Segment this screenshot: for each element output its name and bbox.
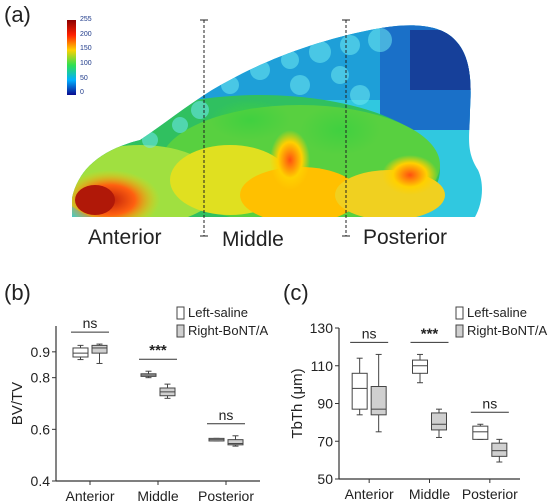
- significance-label-middle: ***: [149, 342, 167, 359]
- box-posterior-left-saline: [208, 437, 225, 442]
- region-label-posterior: Posterior: [363, 226, 448, 249]
- panel-b-label: (b): [4, 280, 31, 305]
- iqr-box: [351, 372, 368, 410]
- box-anterior-left-saline: [72, 344, 89, 361]
- y-tick-label-2: 90: [317, 396, 333, 412]
- legend-label-1: Right-BoNT/A: [467, 323, 548, 338]
- y-tick-label-0: 50: [317, 471, 333, 487]
- tbth-box-chart: 50 70 90 110 130 TbTh (μm) Anterior ns Middle ***…: [289, 305, 548, 501]
- panel-a-label: (a): [4, 2, 31, 27]
- micro-ct-heatmap: [67, 19, 482, 237]
- iqr-box: [412, 359, 428, 374]
- bv-tv-box-chart: 0.4 0.6 0.8 0.9 BV/TV Anterior ns Middle *** Post…: [9, 305, 269, 501]
- y-tick-label-1: 0.6: [31, 421, 51, 437]
- significance-label-posterior: ns: [219, 407, 234, 423]
- box-middle-left-saline: [412, 353, 428, 384]
- iqr-box: [472, 425, 489, 440]
- x-tick-label-anterior: Anterior: [65, 488, 114, 501]
- legend-swatch-1: [176, 324, 185, 338]
- y-tick-label-0: 0.4: [31, 473, 51, 489]
- colorbar-tick-50: 50: [80, 75, 88, 82]
- significance-label-middle: ***: [421, 325, 439, 342]
- x-tick-label-middle: Middle: [137, 488, 178, 501]
- colorbar: [67, 20, 76, 95]
- y-tick-label-3: 0.9: [31, 344, 51, 360]
- y-tick-label-4: 130: [310, 320, 334, 336]
- colorbar-tick-255: 255: [80, 16, 92, 23]
- box-middle-right-bonta: [159, 383, 176, 399]
- box-anterior-right-bonta: [91, 343, 108, 364]
- legend-swatch-0: [455, 306, 464, 320]
- region-label-middle: Middle: [222, 228, 284, 251]
- significance-label-anterior: ns: [83, 315, 98, 331]
- iqr-box: [227, 439, 244, 446]
- iqr-box: [431, 412, 447, 431]
- box-posterior-right-bonta: [227, 435, 244, 447]
- x-tick-label-anterior: Anterior: [345, 486, 394, 501]
- region-label-anterior: Anterior: [88, 226, 162, 249]
- iqr-box: [491, 442, 508, 457]
- panel-c-label: (c): [283, 280, 309, 305]
- legend-label-0: Left-saline: [188, 305, 248, 320]
- x-tick-label-posterior: Posterior: [462, 486, 518, 501]
- box-posterior-left-saline: [472, 423, 489, 440]
- y-tick-label-1: 70: [317, 433, 333, 449]
- y-tick-label-2: 0.8: [31, 370, 51, 386]
- box-anterior-left-saline: [351, 357, 368, 416]
- box-posterior-right-bonta: [491, 438, 508, 463]
- x-tick-label-middle: Middle: [409, 486, 450, 501]
- colorbar-tick-150: 150: [80, 45, 92, 52]
- colorbar-tick-200: 200: [80, 31, 92, 38]
- legend-label-0: Left-saline: [467, 305, 527, 320]
- y-tick-label-3: 110: [311, 358, 334, 374]
- significance-label-posterior: ns: [482, 395, 497, 411]
- significance-label-anterior: ns: [362, 325, 377, 341]
- x-tick-label-posterior: Posterior: [198, 488, 254, 501]
- colorbar-tick-100: 100: [80, 60, 92, 67]
- box-middle-left-saline: [140, 370, 157, 379]
- legend-swatch-1: [455, 324, 464, 338]
- box-middle-right-bonta: [431, 408, 447, 438]
- legend-swatch-0: [176, 306, 185, 320]
- legend-label-1: Right-BoNT/A: [188, 323, 269, 338]
- box-anterior-right-bonta: [370, 353, 387, 433]
- iqr-box: [91, 344, 108, 354]
- iqr-box: [370, 386, 387, 416]
- colorbar-tick-0: 0: [80, 89, 84, 96]
- y-axis-label: BV/TV: [9, 382, 26, 425]
- bone-scan-image: [72, 25, 482, 218]
- y-axis-label: TbTh (μm): [289, 368, 306, 438]
- iqr-box: [72, 347, 89, 358]
